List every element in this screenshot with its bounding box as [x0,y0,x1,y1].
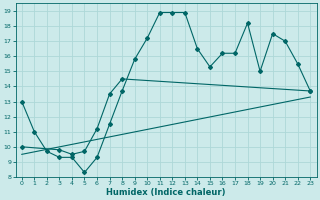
X-axis label: Humidex (Indice chaleur): Humidex (Indice chaleur) [106,188,226,197]
